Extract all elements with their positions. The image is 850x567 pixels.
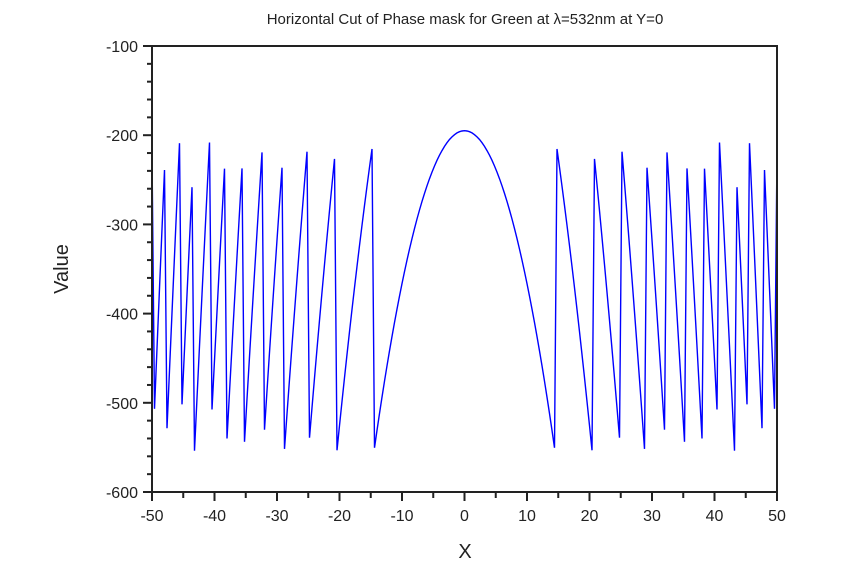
x-tick-label: 50 xyxy=(768,508,786,525)
x-tick-label: 20 xyxy=(581,508,599,525)
x-tick-label: 30 xyxy=(643,508,661,525)
y-tick-label: -200 xyxy=(106,128,138,145)
x-tick-label: 40 xyxy=(706,508,724,525)
x-tick-label: -10 xyxy=(390,508,413,525)
y-tick-label: -600 xyxy=(106,485,138,502)
x-axis-label: X xyxy=(458,541,471,563)
x-tick-label: -50 xyxy=(140,508,163,525)
y-tick-label: -500 xyxy=(106,396,138,413)
x-axis: -50 -40 -30 -20 -10 0 10 20 30 40 50 xyxy=(140,492,786,525)
y-tick-label: -300 xyxy=(106,217,138,234)
y-axis: -100 -200 -300 -400 -500 -600 xyxy=(106,39,152,502)
chart-title: Horizontal Cut of Phase mask for Green a… xyxy=(267,11,664,28)
x-tick-label: 10 xyxy=(518,508,536,525)
y-tick-label: -100 xyxy=(106,39,138,56)
x-tick-label: 0 xyxy=(460,508,469,525)
x-tick-label: -30 xyxy=(265,508,288,525)
series-line-phase xyxy=(151,129,778,451)
x-tick-label: -40 xyxy=(203,508,226,525)
x-tick-label: -20 xyxy=(328,508,351,525)
y-axis-label: Value xyxy=(51,244,73,294)
y-tick-label: -400 xyxy=(106,307,138,324)
plot-series xyxy=(151,129,778,451)
